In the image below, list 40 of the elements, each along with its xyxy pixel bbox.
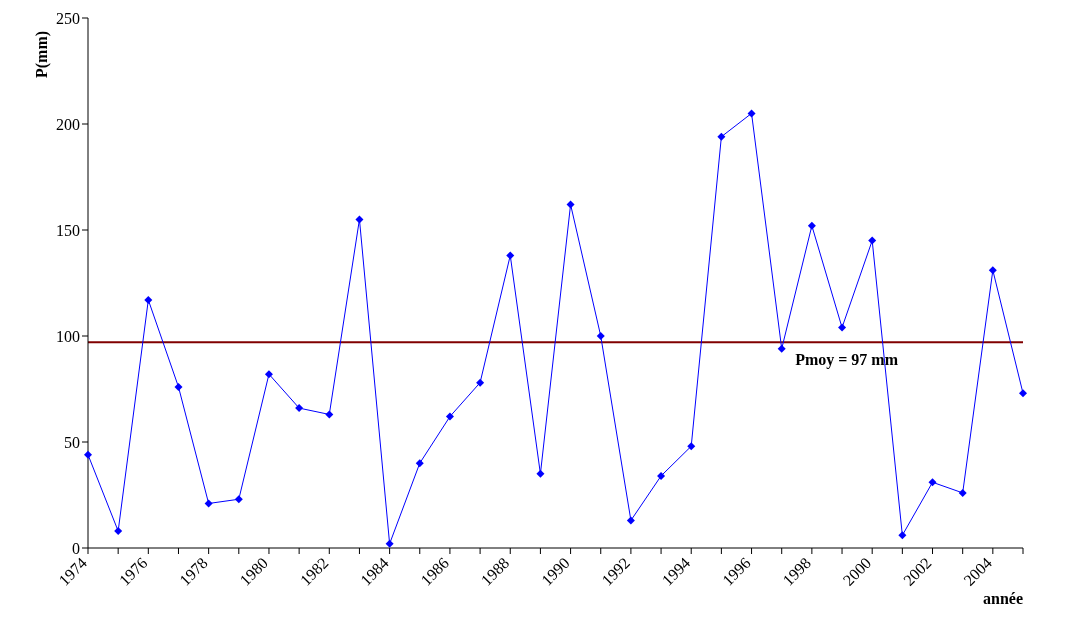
point [777,344,786,353]
point [295,404,304,413]
point [838,323,847,332]
y-tick-label: 0 [72,539,80,557]
point [898,531,907,540]
point [204,499,213,508]
point [928,478,937,487]
point [114,527,123,536]
point [747,109,756,118]
point [536,469,545,478]
point [385,539,394,548]
point [264,370,273,379]
point [1019,389,1027,398]
y-tick-label: 200 [56,115,80,133]
point [84,450,92,459]
point [626,516,635,525]
point [476,378,485,387]
point [717,132,726,141]
y-tick-label: 100 [56,327,80,345]
point [807,221,816,230]
x-axis-title: année [983,589,1023,607]
point [355,215,364,224]
point [174,382,183,391]
point [958,488,967,497]
point [144,295,153,304]
y-tick-label: 50 [64,433,80,451]
y-tick-label: 150 [56,221,80,239]
point [657,471,666,480]
y-tick-label: 250 [56,9,80,27]
point [868,236,877,245]
point [234,495,243,504]
point [988,266,997,275]
y-axis-title: P(mm) [33,30,52,78]
point [415,459,424,468]
point [566,200,575,209]
point [596,332,605,340]
point [445,412,454,421]
point [506,251,515,260]
point [325,410,334,419]
point [687,442,696,451]
